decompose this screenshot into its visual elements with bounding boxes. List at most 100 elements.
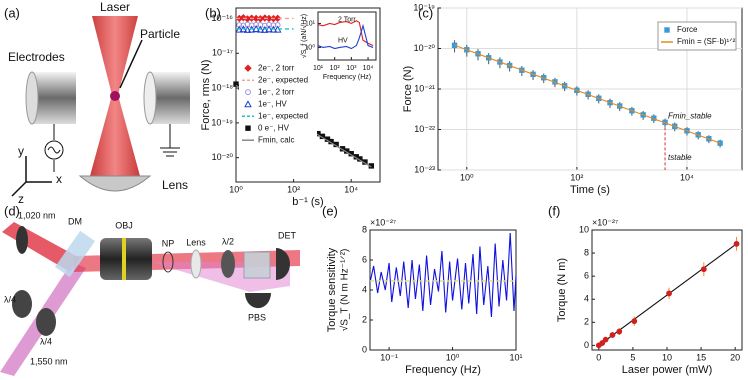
panel-label: (c): [418, 5, 433, 20]
point: [609, 332, 616, 338]
y-tick-label: 10⁻²⁰: [414, 43, 436, 53]
y-tick-label: 10⁻²¹: [414, 83, 435, 93]
legend-swatch: [245, 89, 251, 96]
optic: [16, 226, 28, 254]
y-tick-label: 10⁻¹⁷: [212, 48, 233, 58]
label: y: [18, 144, 24, 158]
x-tick-label: 10⁴: [680, 172, 694, 182]
y-axis-label: √S_f (aN/√Hz): [300, 14, 308, 58]
y-tick-label: 10⁰: [304, 43, 315, 51]
x-axis-label: b⁻¹ (s): [292, 196, 323, 208]
pointer: [119, 39, 143, 89]
legend-label: 1e⁻, expected: [258, 111, 308, 120]
x-tick-label: 5: [630, 352, 635, 362]
point: [253, 21, 260, 28]
legend-swatch: [244, 64, 252, 72]
detector: [245, 293, 271, 309]
x-axis-label: Laser power (mW): [622, 364, 712, 376]
label: Lens: [162, 178, 188, 192]
point: [616, 328, 623, 335]
y-tick-label: 0: [362, 344, 367, 354]
dichroic-mirror: [55, 230, 95, 278]
y-axis-label: Torque sensitivity: [326, 247, 338, 332]
panel-d: (d) 1,020 nm DM OBJ NP Lens λ/2 λ/4 λ/4 …: [0, 203, 300, 376]
axis-multiplier: ×10⁻²⁷: [592, 217, 618, 227]
panel-label: (d): [4, 203, 20, 218]
waveplate: [36, 308, 56, 336]
x-tick-label: 10²: [330, 65, 341, 72]
y-tick-label: 10⁻¹⁹: [211, 117, 233, 127]
x-tick-label: 10²: [287, 184, 300, 194]
x-tick-label: 10¹: [313, 65, 324, 72]
label: OBJ: [115, 220, 133, 230]
point: [270, 22, 277, 29]
y-tick-label: 4: [584, 294, 589, 304]
plot-area: [369, 229, 517, 351]
label: x: [56, 172, 62, 186]
legend-swatch: [244, 100, 252, 108]
panel-a: (a) Laser Particle Electrodes Lens y x z: [4, 0, 190, 206]
lens: [190, 249, 202, 279]
legend-box: [239, 60, 317, 149]
wire: [53, 124, 180, 172]
label: Laser: [100, 0, 130, 14]
legend-label: 2e⁻, expected: [258, 75, 308, 84]
electrode-face: [143, 71, 157, 125]
point: [233, 81, 239, 87]
x-tick-label: 20: [730, 352, 740, 362]
label: λ/4: [40, 336, 52, 346]
electrode-right: [150, 72, 190, 124]
x-tick-label: 10⁴: [363, 65, 374, 72]
point: [733, 240, 740, 247]
waveplate: [12, 290, 32, 318]
legend-label: HV: [338, 37, 348, 44]
point: [700, 266, 707, 273]
x-tick-label: 10⁰: [460, 172, 474, 182]
legend-swatch: [664, 27, 670, 33]
panel-label: (a): [4, 5, 20, 20]
y-tick-label: 2: [584, 317, 589, 327]
legend-label: Fmin, calc: [258, 135, 294, 144]
ac-symbol: [47, 146, 61, 154]
label: Particle: [140, 27, 180, 41]
pbs: [243, 251, 271, 279]
y-tick-label: 10⁻²²: [414, 124, 435, 134]
objective-band: [122, 238, 126, 280]
half-wave-plate: [221, 250, 235, 278]
label: 1,550 nm: [30, 356, 68, 366]
y-tick-label: 10⁻¹⁸: [211, 82, 233, 92]
y-tick-label: 2: [362, 314, 367, 324]
legend-label: 0 e⁻, HV: [258, 123, 290, 132]
lens: [78, 175, 152, 192]
y-tick-label: 6: [362, 254, 367, 264]
plot-area: [317, 11, 377, 61]
series-line: [369, 232, 517, 318]
y-tick-label: 10⁻²³: [414, 164, 435, 174]
legend-label: 1e⁻, 2 torr: [258, 87, 295, 96]
point: [666, 290, 672, 297]
label: DM: [68, 216, 82, 226]
x-tick-label: 10⁰: [446, 352, 460, 362]
plot-area: [591, 229, 743, 351]
panel-label: (f): [548, 203, 560, 218]
axes: [11, 156, 52, 197]
legend-box: [657, 21, 737, 51]
series-line: [317, 23, 374, 50]
legend-label: Force: [677, 25, 698, 34]
series-line: [454, 44, 721, 144]
detector: [276, 248, 290, 280]
y-tick-label: 10¹: [305, 20, 316, 27]
x-tick-label: 10⁴: [344, 184, 358, 194]
point: [240, 22, 247, 29]
y-tick-label: 10: [579, 224, 589, 234]
y-tick-label: 10⁻²⁰: [212, 152, 234, 162]
particle: [110, 91, 120, 101]
legend-label: 1e⁻, HV: [258, 99, 287, 108]
x-tick-label: 0: [596, 352, 601, 362]
label: NP: [162, 238, 175, 248]
label: λ/4: [4, 294, 16, 304]
legend-label: 2e⁻, 2 torr: [258, 63, 295, 72]
label: λ/2: [222, 236, 234, 246]
electrode-left: [32, 72, 76, 124]
